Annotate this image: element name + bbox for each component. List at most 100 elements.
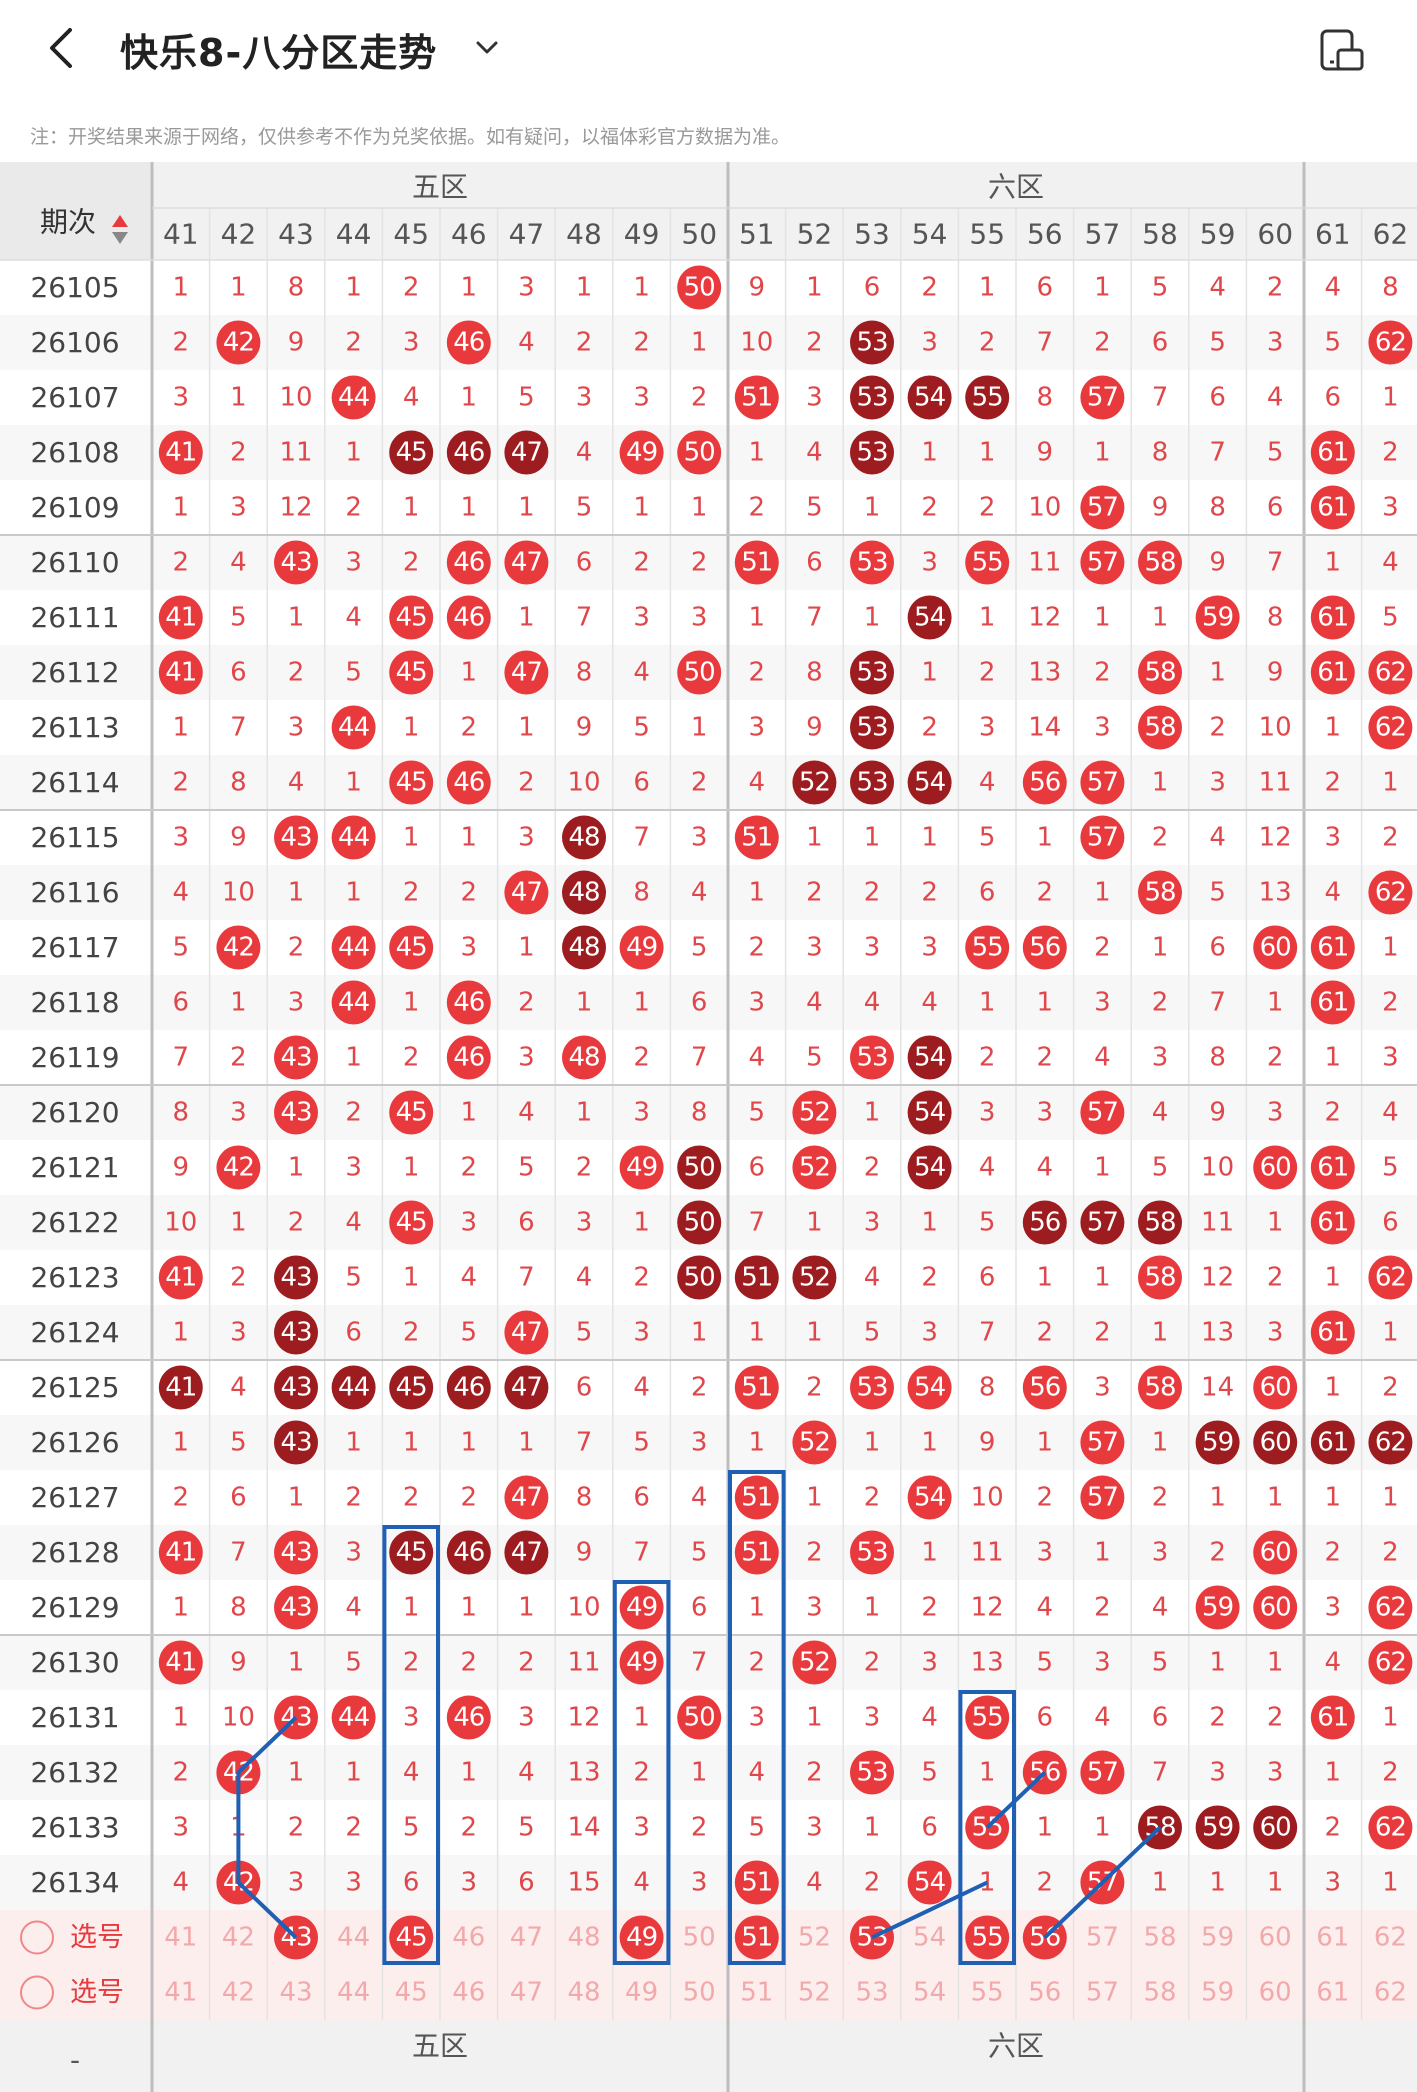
miss-count: 7 (633, 1538, 650, 1568)
hit-ball (1080, 815, 1125, 860)
row-bg (0, 1415, 1417, 1470)
sort-icon[interactable] (112, 215, 128, 227)
device-icon[interactable] (1318, 28, 1366, 72)
miss-count: 2 (345, 1813, 362, 1843)
hit-ball (389, 925, 434, 970)
hit-number: 62 (1375, 1263, 1406, 1293)
miss-count: 4 (1152, 1098, 1169, 1128)
hit-ball (1310, 1695, 1355, 1740)
sort-icon[interactable] (112, 232, 128, 244)
pick-option: 57 (1086, 1978, 1119, 2008)
picked-ball[interactable] (619, 1915, 664, 1960)
picked-ball[interactable] (389, 1915, 434, 1960)
hit-ball (158, 1640, 203, 1685)
hit-number: 62 (1375, 1648, 1406, 1678)
hit-ball (907, 1475, 952, 1520)
radio-icon[interactable] (20, 1920, 54, 1955)
miss-count: 1 (173, 1593, 190, 1623)
miss-count: 4 (1209, 273, 1226, 303)
picked-ball[interactable] (965, 1915, 1010, 1960)
hit-ball (389, 430, 434, 475)
miss-count: 6 (576, 548, 593, 578)
miss-count: 4 (576, 438, 593, 468)
column-number: 57 (1085, 218, 1121, 251)
hit-ball (1138, 705, 1182, 750)
hit-number: 58 (1144, 1208, 1175, 1238)
column-number: 50 (681, 218, 717, 251)
hit-ball (158, 595, 203, 640)
miss-count: 5 (230, 603, 247, 633)
hit-ball (331, 980, 376, 1025)
hit-ball (734, 540, 779, 585)
hit-ball (158, 1365, 203, 1410)
pick-option: 46 (452, 1923, 485, 1953)
hit-number: 58 (1144, 1373, 1175, 1403)
miss-count: 6 (230, 1483, 247, 1513)
table-header-bg (0, 162, 1417, 260)
row-bg (0, 1085, 1417, 1140)
picked-ball[interactable] (734, 1915, 779, 1960)
hit-number: 53 (856, 1043, 887, 1073)
miss-count: 3 (461, 1208, 478, 1238)
miss-count: 7 (576, 603, 593, 633)
hit-number: 54 (914, 603, 946, 633)
hit-number: 41 (165, 1263, 196, 1293)
hit-ball (850, 650, 894, 695)
miss-count: 3 (864, 933, 881, 963)
hit-ball (446, 1365, 491, 1410)
chevron-down-icon[interactable] (472, 32, 502, 62)
chevron-left-icon[interactable] (44, 26, 84, 70)
hit-ball (1195, 1420, 1240, 1465)
miss-count: 3 (979, 1098, 996, 1128)
hit-number: 45 (396, 1538, 427, 1568)
pick-option: 47 (510, 1923, 543, 1953)
miss-count: 7 (173, 1043, 190, 1073)
table-row (0, 1800, 1417, 1855)
miss-count: 2 (1267, 1703, 1284, 1733)
hit-ball (792, 1420, 837, 1465)
picked-number: 51 (741, 1923, 772, 1953)
miss-count: 3 (518, 823, 535, 853)
miss-count: 9 (1152, 493, 1169, 523)
miss-count: 10 (971, 1483, 1004, 1513)
hit-number: 47 (511, 548, 542, 578)
miss-count: 6 (633, 1483, 650, 1513)
miss-count: 1 (345, 1758, 362, 1788)
miss-count: 12 (567, 1703, 600, 1733)
miss-count: 2 (921, 1593, 938, 1623)
trend-line (871, 1880, 989, 1940)
miss-count: 2 (345, 328, 362, 358)
miss-count: 4 (230, 1373, 247, 1403)
pick-option: 46 (452, 1978, 485, 2008)
pick-option: 42 (222, 1923, 255, 1953)
hit-number: 50 (684, 1208, 715, 1238)
hit-ball (677, 265, 722, 310)
hit-number: 52 (799, 1428, 830, 1458)
miss-count: 1 (230, 988, 247, 1018)
trend-box (382, 1525, 440, 1965)
hit-ball (850, 760, 894, 805)
hit-number: 62 (1375, 658, 1406, 688)
hit-number: 46 (453, 328, 484, 358)
miss-count: 1 (230, 1208, 247, 1238)
row-bg (0, 1855, 1417, 1910)
hit-number: 47 (511, 658, 542, 688)
hit-number: 62 (1375, 1813, 1406, 1843)
hit-ball (389, 650, 434, 695)
radio-icon[interactable] (20, 1975, 54, 2010)
miss-count: 7 (979, 1318, 996, 1348)
miss-count: 4 (1382, 1098, 1399, 1128)
hit-ball (331, 925, 376, 970)
disclaimer-note: 注：开奖结果来源于网络，仅供参考不作为兑奖依据。如有疑问，以福体彩官方数据为准。 (30, 126, 791, 148)
hit-ball (1253, 1585, 1298, 1630)
miss-count: 2 (518, 768, 535, 798)
miss-count: 1 (1382, 1703, 1399, 1733)
hit-ball (1022, 760, 1067, 805)
page-title[interactable]: 快乐8-八分区走势 (120, 31, 438, 75)
table-row (0, 1745, 1417, 1800)
hit-number: 46 (453, 768, 484, 798)
hit-ball (1138, 1255, 1182, 1300)
trend-box (958, 1690, 1017, 1965)
miss-count: 6 (1209, 933, 1226, 963)
miss-count: 3 (1094, 1373, 1111, 1403)
